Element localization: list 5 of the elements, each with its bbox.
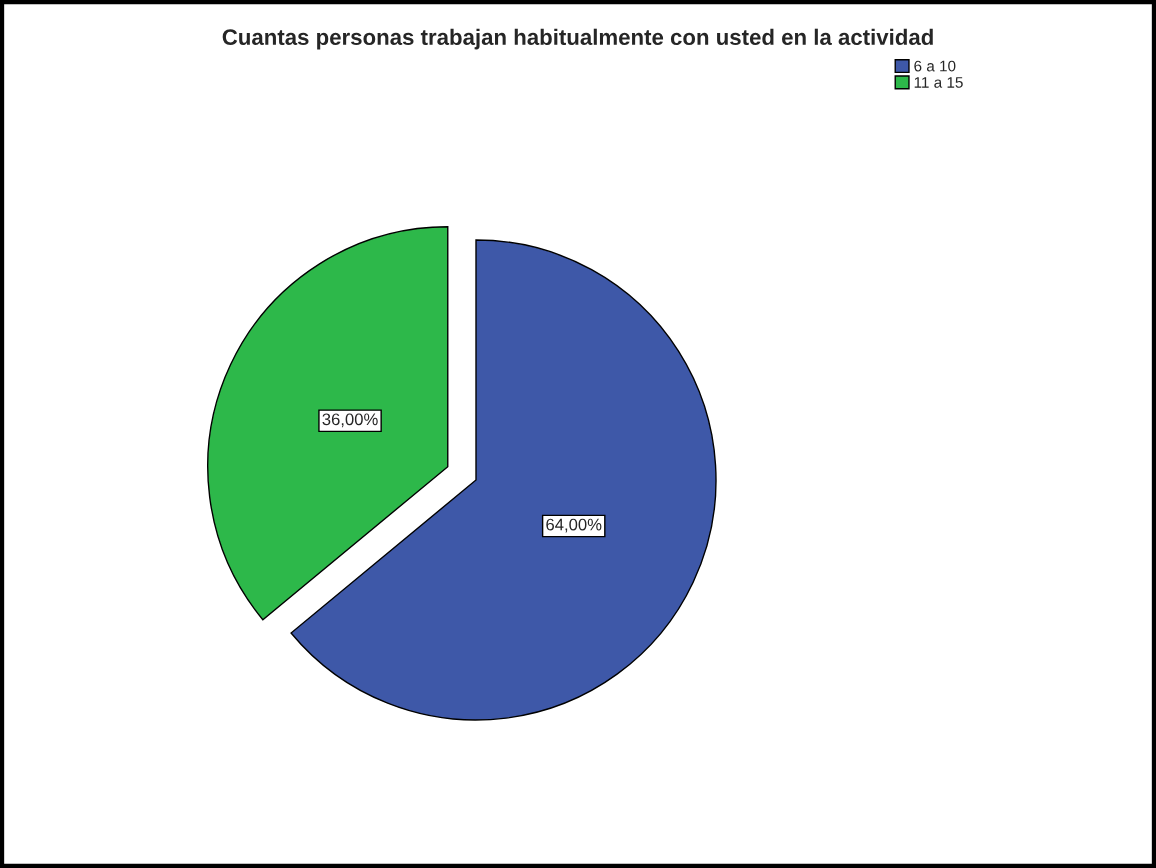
chart-title: Cuantas personas trabajan habitualmente con usted en la actividad bbox=[222, 28, 933, 50]
legend-label: 11 a 15 bbox=[914, 77, 963, 88]
legend-label: 6 a 10 bbox=[914, 60, 956, 72]
data-label: 64,00% bbox=[546, 518, 602, 533]
data-label: 36,00% bbox=[322, 413, 378, 428]
